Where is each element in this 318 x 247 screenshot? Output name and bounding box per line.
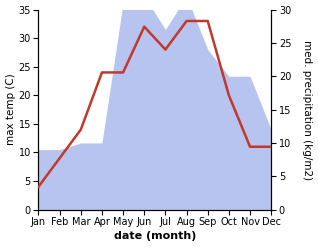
X-axis label: date (month): date (month) (114, 231, 196, 242)
Y-axis label: med. precipitation (kg/m2): med. precipitation (kg/m2) (302, 40, 313, 180)
Y-axis label: max temp (C): max temp (C) (5, 74, 16, 145)
